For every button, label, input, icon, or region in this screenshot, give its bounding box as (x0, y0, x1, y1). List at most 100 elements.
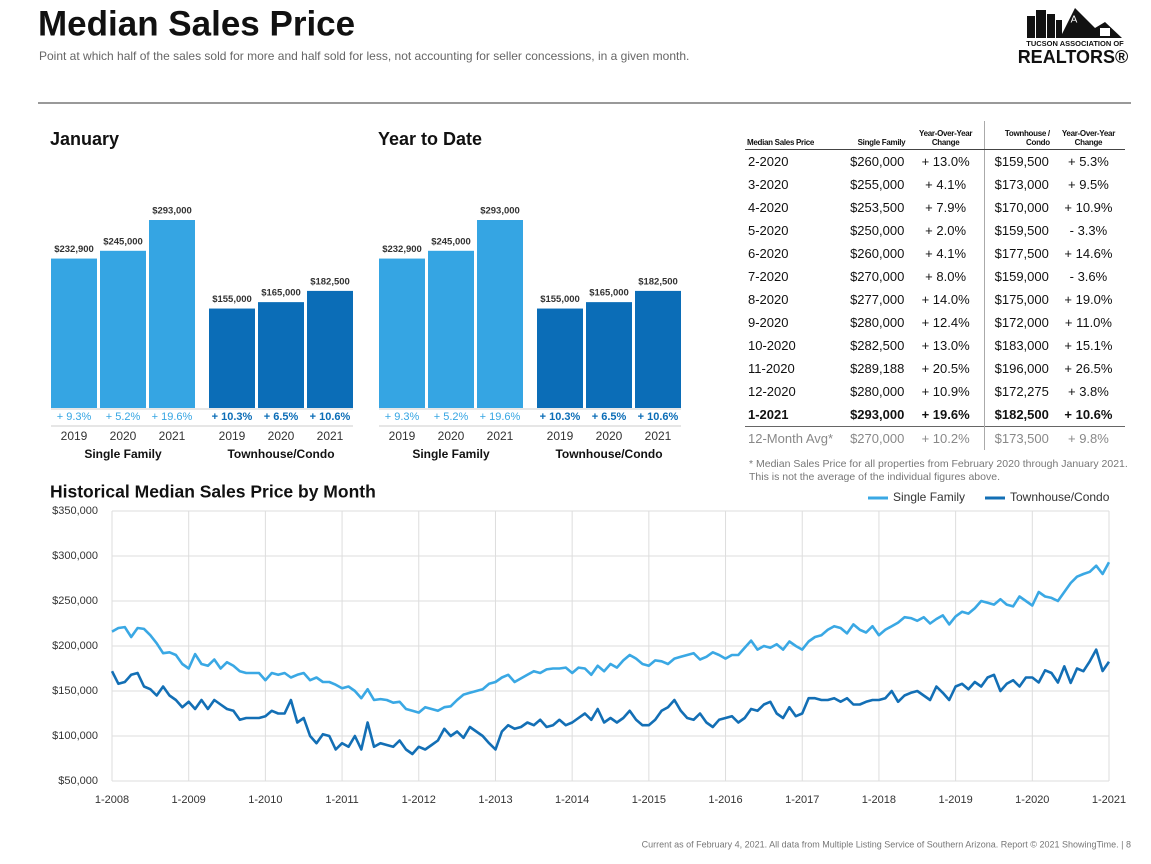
table-cell: + 14.0% (921, 292, 970, 307)
table-cell: - 3.6% (1069, 269, 1108, 284)
table-cell: $282,500 (850, 338, 905, 353)
table-cell: + 8.0% (925, 269, 967, 284)
table-cell: 11-2020 (748, 361, 795, 376)
table-cell: $277,000 (850, 292, 905, 307)
y-tick-label: $150,000 (52, 685, 98, 697)
summary-row: 12-Month Avg* $270,000 + 10.2% $173,500 + 9.… (745, 426, 1125, 450)
x-tick-label: 2021 (159, 429, 186, 443)
table-cell: 6-2020 (748, 246, 789, 261)
table-cell: - 3.3% (1069, 223, 1108, 238)
x-tick-label: 1-2018 (862, 794, 896, 806)
table-cell: + 13.0% (921, 338, 970, 353)
table-cell: $255,000 (850, 177, 905, 192)
bar (307, 290, 353, 408)
y-tick-label: $350,000 (52, 505, 98, 517)
table-row: 3-2020 $255,000 + 4.1% $173,000 + 9.5% (745, 173, 1125, 196)
change-label: + 10.6% (310, 411, 351, 423)
x-tick-label: 1-2008 (95, 794, 129, 806)
x-tick-label: 1-2017 (785, 794, 819, 806)
table-cell: 1-2021 (748, 407, 789, 422)
bar (149, 220, 195, 408)
chart-title: Year to Date (378, 129, 482, 149)
header-cell: Year-Over-Year Change (907, 121, 985, 150)
x-tick-label: 2019 (547, 429, 574, 443)
x-tick-label: 1-2010 (248, 794, 282, 806)
header-cell: Townhouse / Condo (983, 121, 1052, 150)
table-row: 6-2020 $260,000 + 4.1% $177,500 + 14.6% (745, 242, 1125, 265)
table-cell: 2-2020 (748, 154, 789, 169)
table-row: 12-2020 $280,000 + 10.9% $172,275 + 3.8% (745, 380, 1125, 403)
table-cell: $170,000 (983, 196, 1052, 219)
x-tick-label: 1-2013 (478, 794, 512, 806)
x-tick-label: 2021 (317, 429, 344, 443)
x-tick-label: 2020 (596, 429, 623, 443)
x-tick-label: 1-2019 (938, 794, 972, 806)
change-label: + 9.3% (57, 411, 92, 423)
header-cell: Year-Over-Year Change (1051, 121, 1125, 150)
table-cell: $260,000 (850, 246, 905, 261)
table-cell: + 14.6% (1064, 246, 1113, 261)
table-cell: $183,000 (983, 334, 1052, 357)
table-cell: + 7.9% (925, 200, 967, 215)
change-label: + 19.6% (480, 411, 521, 423)
table-cell: 12-2020 (748, 384, 796, 399)
table-note: * Median Sales Price for all properties … (749, 458, 1128, 483)
x-tick-label: 1-2015 (632, 794, 666, 806)
table-cell: 7-2020 (748, 269, 789, 284)
table-row: 2-2020 $260,000 + 13.0% $159,500 + 5.3% (745, 149, 1125, 173)
table-row: 1-2021 $293,000 + 19.6% $182,500 + 10.6% (745, 403, 1125, 427)
table-cell: $289,188 (850, 361, 905, 376)
value-label: $182,500 (638, 276, 678, 287)
table-cell: + 26.5% (1064, 361, 1113, 376)
bar (635, 290, 681, 408)
table-cell: + 5.3% (1068, 154, 1109, 169)
table-cell: $172,275 (983, 380, 1052, 403)
table-cell: + 15.1% (1064, 338, 1113, 353)
legend-label: Townhouse/Condo (1010, 490, 1110, 504)
x-tick-label: 2019 (389, 429, 416, 443)
change-label: + 19.6% (152, 411, 193, 423)
group-label: Single Family (412, 447, 490, 461)
table-cell: 5-2020 (748, 223, 789, 238)
table-row: 10-2020 $282,500 + 13.0% $183,000 + 15.1% (745, 334, 1125, 357)
value-label: $182,500 (310, 276, 350, 287)
table-cell: + 4.1% (925, 246, 967, 261)
bar (379, 258, 425, 408)
change-label: + 5.2% (106, 411, 141, 423)
table-header: Median Sales Price Single Family Year-Over… (745, 121, 1125, 150)
y-tick-label: $100,000 (52, 730, 98, 742)
table-cell: $270,000 (850, 269, 905, 284)
change-label: + 10.6% (638, 411, 679, 423)
x-tick-label: 2020 (268, 429, 295, 443)
table-row: 8-2020 $277,000 + 14.0% $175,000 + 19.0% (745, 288, 1125, 311)
table-cell: $159,500 (983, 149, 1052, 173)
chart-title: January (50, 129, 119, 149)
chart-title: Historical Median Sales Price by Month (50, 482, 376, 502)
bar (586, 302, 632, 408)
table-cell: + 12.4% (921, 315, 970, 330)
table-cell: + 10.6% (1064, 407, 1113, 422)
bar (209, 308, 255, 408)
x-tick-label: 1-2009 (172, 794, 206, 806)
value-label: $155,000 (212, 294, 252, 305)
value-label: $293,000 (152, 206, 192, 217)
change-label: + 5.2% (434, 411, 469, 423)
y-tick-label: $300,000 (52, 550, 98, 562)
table-cell: $293,000 (850, 407, 905, 422)
x-tick-label: 1-2014 (555, 794, 589, 806)
bar (100, 250, 146, 408)
table-row: 5-2020 $250,000 + 2.0% $159,500 - 3.3% (745, 219, 1125, 242)
value-label: $232,900 (382, 244, 422, 255)
table-cell: $270,000 (842, 426, 908, 450)
table-cell: $175,000 (983, 288, 1052, 311)
footer: Current as of February 4, 2021. All data… (642, 839, 1131, 849)
value-label: $165,000 (589, 288, 629, 299)
group-label: Townhouse/Condo (227, 447, 334, 461)
y-tick-label: $250,000 (52, 595, 98, 607)
table-cell: $253,500 (850, 200, 905, 215)
table-cell: 12-Month Avg* (745, 426, 843, 450)
table-cell: + 4.1% (925, 177, 967, 192)
table: Median Sales Price Single Family Year-Over… (745, 121, 1125, 450)
table-cell: $173,000 (983, 173, 1052, 196)
